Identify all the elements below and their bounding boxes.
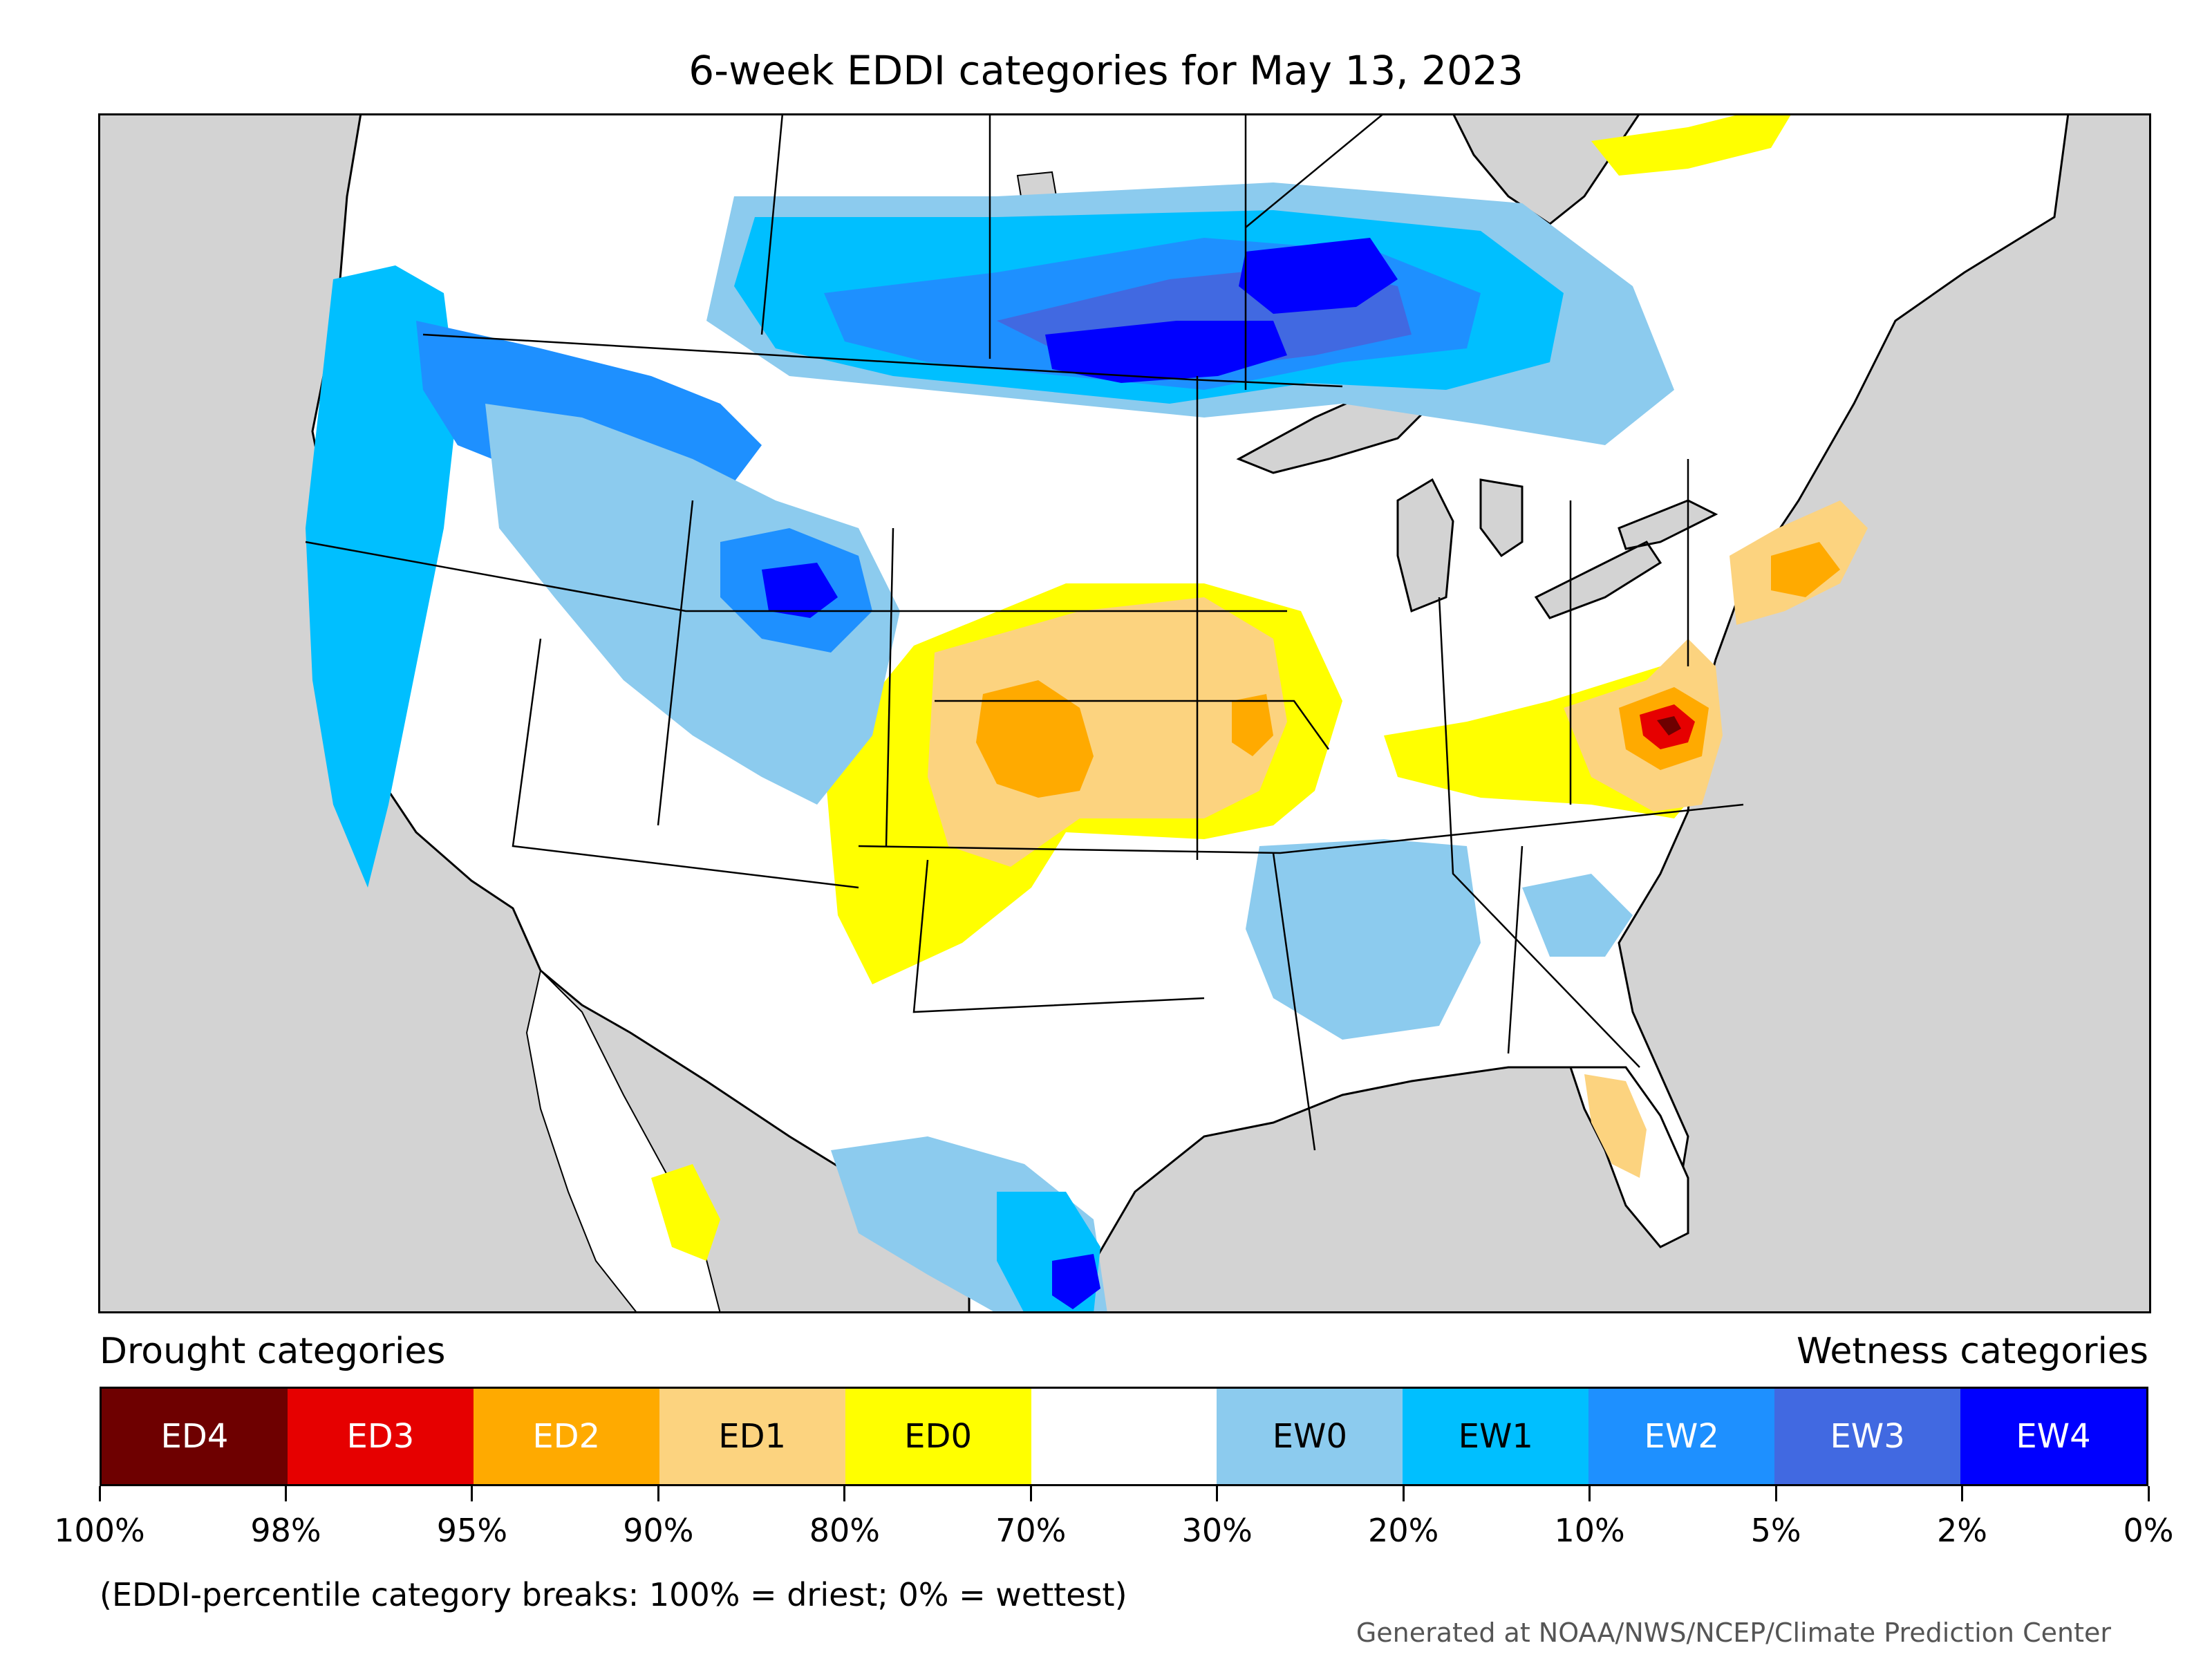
ed2-newengland <box>1771 542 1840 597</box>
colorbar: ED4 ED3 ED2 ED1 ED0 EW0 EW1 EW2 EW3 EW4 <box>100 1387 2148 1486</box>
ed1-florida <box>1584 1074 1647 1178</box>
ed4-virginia <box>1657 716 1681 735</box>
colorbar-tick-label: 30% <box>1181 1512 1253 1549</box>
ew0-great-basin <box>485 404 900 805</box>
great-lakes <box>1236 388 1718 619</box>
wetness-regions <box>306 182 1674 1313</box>
ew1-west-coast <box>306 265 458 888</box>
colorbar-tick <box>1402 1486 1405 1501</box>
colorbar-tick <box>843 1486 846 1501</box>
colorbar-cell-ed1: ED1 <box>659 1389 845 1484</box>
ed2-kansas <box>976 680 1094 798</box>
chart-title: 6-week EDDI categories for May 13, 2023 <box>688 47 1524 94</box>
ew4-manitoba <box>1239 238 1398 314</box>
colorbar-tick-label: 20% <box>1368 1512 1439 1549</box>
colorbar-cell-ed4: ED4 <box>102 1389 288 1484</box>
colorbar-tick-label: 95% <box>436 1512 508 1549</box>
colorbar-tick-label: 80% <box>809 1512 880 1549</box>
colorbar-tick <box>1961 1486 1964 1501</box>
ed0-mexico <box>651 1164 720 1261</box>
ew4-texas-coast <box>1052 1254 1100 1309</box>
colorbar-tick-label: 100% <box>54 1512 145 1549</box>
ew0-gulf <box>1246 839 1481 1040</box>
ew4-wyoming <box>762 563 838 618</box>
colorbar-cell-ew1: EW1 <box>1403 1389 1589 1484</box>
colorbar-cell-neutral <box>1031 1389 1217 1484</box>
colorbar-tick-label: 98% <box>250 1512 321 1549</box>
colorbar-cell-ew4: EW4 <box>1960 1389 2146 1484</box>
colorbar-tick-label: 10% <box>1554 1512 1625 1549</box>
colorbar-cell-ew3: EW3 <box>1774 1389 1961 1484</box>
colorbar-tick-label: 0% <box>2123 1512 2174 1549</box>
credit-line: Generated at NOAA/NWS/NCEP/Climate Predi… <box>1356 1618 2111 1648</box>
colorbar-cell-ed0: ED0 <box>845 1389 1031 1484</box>
colorbar-tick <box>1588 1486 1591 1501</box>
wetness-categories-title: Wetness categories <box>1797 1331 2148 1372</box>
colorbar-tick-label: 5% <box>1750 1512 1801 1549</box>
ed0-quebec <box>1591 113 1792 176</box>
colorbar-tick <box>1774 1486 1777 1501</box>
ed2-missouri <box>1232 694 1273 756</box>
colorbar-tick <box>1216 1486 1219 1501</box>
drought-categories-title: Drought categories <box>100 1331 446 1372</box>
political-boundaries <box>305 113 1744 1151</box>
colorbar-cell-ew2: EW2 <box>1588 1389 1775 1484</box>
colorbar-tick-label: 2% <box>1937 1512 1988 1549</box>
map-frame <box>98 113 2151 1313</box>
colorbar-cell-ew0: EW0 <box>1217 1389 1403 1484</box>
colorbar-ticks <box>98 1486 2150 1503</box>
colorbar-cell-ed3: ED3 <box>287 1389 474 1484</box>
colorbar-tick-label: 70% <box>995 1512 1067 1549</box>
category-note: (EDDI-percentile category breaks: 100% =… <box>100 1576 1127 1613</box>
colorbar-cell-ed2: ED2 <box>473 1389 659 1484</box>
colorbar-tick <box>284 1486 287 1501</box>
ew4-dakotas <box>1045 321 1287 383</box>
eddi-map <box>98 113 2151 1313</box>
colorbar-tick <box>471 1486 474 1501</box>
colorbar-tick <box>98 1486 101 1501</box>
colorbar-tick <box>2147 1486 2150 1501</box>
colorbar-tick <box>657 1486 659 1501</box>
colorbar-tick <box>1029 1486 1032 1501</box>
colorbar-tick-label: 90% <box>623 1512 694 1549</box>
ew0-carolinas <box>1522 874 1633 957</box>
